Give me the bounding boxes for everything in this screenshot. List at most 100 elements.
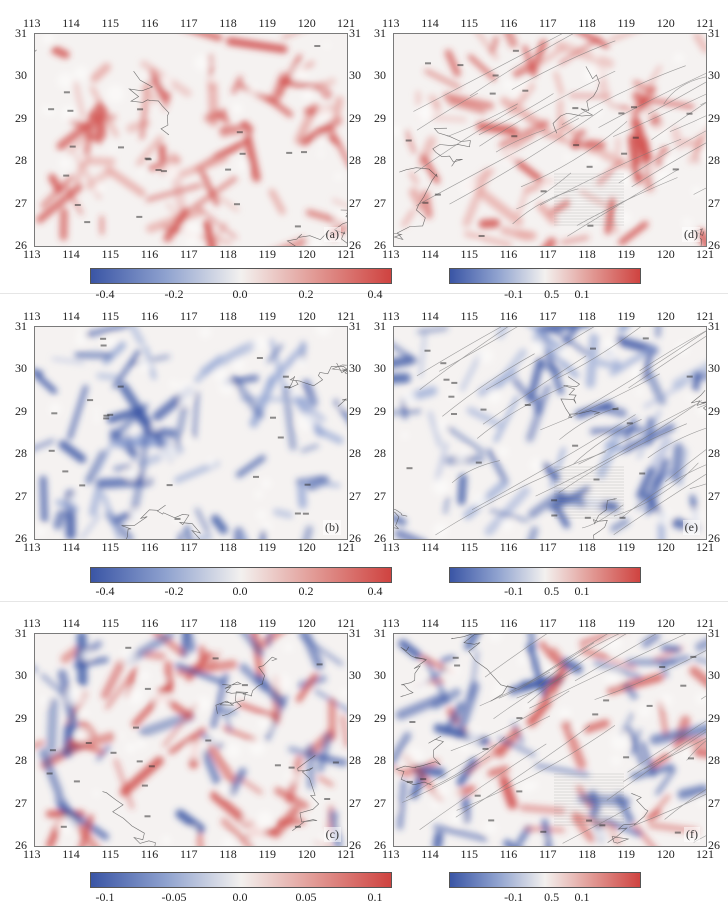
fault-line [582, 504, 624, 529]
texture-blob [575, 196, 584, 205]
texture-streak [195, 507, 210, 534]
texture-streak [504, 34, 518, 48]
boundary-lines [102, 656, 320, 846]
fault-line [402, 755, 490, 803]
lat-tick-left: 29 [374, 710, 386, 725]
place-marker [642, 337, 649, 340]
texture-blob [225, 742, 241, 758]
place-marker [234, 203, 240, 206]
texture-blob [618, 211, 632, 225]
texture-streak [536, 202, 558, 225]
lat-tick-right: 30 [708, 361, 720, 376]
texture-blob [458, 740, 471, 753]
lat-tick-right: 31 [349, 26, 361, 40]
texture-streak [73, 656, 109, 669]
texture-blob [249, 84, 259, 94]
lon-tick-bottom: 121 [337, 247, 355, 261]
texture-streak [163, 697, 194, 720]
lon-tick-bottom: 113 [23, 540, 41, 554]
texture-blob [186, 741, 204, 759]
texture-streak [432, 831, 444, 846]
texture-streak [547, 199, 571, 217]
texture-blob [630, 367, 643, 381]
texture-blob [497, 446, 509, 457]
place-marker [586, 819, 593, 822]
texture-streak [526, 689, 558, 727]
place-marker [480, 408, 487, 411]
texture-blob [78, 154, 87, 162]
boundary-lines [35, 49, 347, 246]
place-marker [621, 152, 628, 155]
texture-blob [261, 521, 272, 532]
texture-blob [572, 722, 584, 735]
lat-tick-right: 27 [708, 488, 720, 503]
texture-blob [549, 693, 557, 701]
place-marker [603, 699, 610, 702]
texture-streak [572, 814, 596, 843]
lon-tick-top: 120 [297, 309, 316, 323]
texture-streak [527, 526, 539, 539]
panel-label-a: (a) [323, 227, 341, 242]
place-marker [592, 713, 599, 716]
lat-tick-right: 31 [708, 626, 720, 640]
lat-tick-right: 29 [708, 110, 720, 125]
texture-streak [68, 739, 105, 755]
lon-tick-bottom: 117 [539, 847, 557, 861]
texture-blob [190, 234, 201, 245]
texture-streak [226, 37, 288, 54]
texture-streak [692, 372, 701, 392]
texture-streak [581, 719, 610, 734]
lon-tick-top: 121 [696, 616, 714, 630]
fault-line [631, 142, 706, 188]
place-marker [239, 152, 246, 155]
lon-tick-bottom: 113 [23, 247, 41, 261]
lat-tick-left: 26 [15, 531, 27, 545]
lon-tick-top: 114 [421, 16, 439, 30]
texture-blob [492, 690, 500, 698]
place-marker [440, 362, 447, 365]
texture-streak [298, 634, 344, 667]
lat-tick-left: 26 [374, 531, 386, 545]
texture-blob [484, 821, 497, 835]
texture-streak [74, 351, 112, 359]
texture-streak [394, 355, 415, 368]
texture-blob [334, 172, 343, 181]
colorbar-b [90, 567, 392, 583]
texture-streak [153, 634, 185, 656]
lat-tick-right: 31 [708, 26, 720, 40]
texture-blob [511, 89, 522, 100]
texture-streak [444, 49, 461, 77]
colorbar-tick: 0.1 [574, 890, 590, 904]
texture-blob [673, 53, 685, 64]
texture-streak [231, 75, 244, 95]
lon-tick-top: 117 [539, 309, 557, 323]
lat-tick-left: 28 [374, 153, 386, 168]
lat-tick-left: 28 [15, 153, 27, 168]
place-marker [133, 726, 139, 729]
lon-tick-bottom: 114 [421, 847, 439, 861]
place-marker [680, 684, 687, 687]
texture-streak [287, 746, 346, 767]
lon-tick-top: 120 [656, 16, 675, 30]
map-panel-b: (b) [34, 326, 348, 540]
texture-streak [670, 126, 684, 150]
colorbar-tick: 0.1 [574, 584, 590, 598]
fault-line [478, 93, 554, 136]
texture-streak [557, 99, 563, 141]
fault-line [535, 400, 702, 497]
place-marker [457, 64, 464, 67]
place-marker [241, 684, 248, 687]
texture-streak [394, 408, 422, 416]
texture-blob [139, 670, 150, 681]
texture-blob [460, 178, 477, 195]
texture-blob [126, 468, 138, 481]
fault-line [438, 327, 518, 372]
texture-blob [676, 342, 690, 355]
texture-blob [596, 812, 605, 821]
texture-blob [59, 157, 71, 170]
lon-tick-bottom: 119 [617, 847, 636, 861]
texture-streak [606, 673, 664, 695]
lat-tick-left: 27 [374, 488, 386, 503]
place-marker [425, 62, 431, 65]
boundary-line [331, 364, 347, 407]
